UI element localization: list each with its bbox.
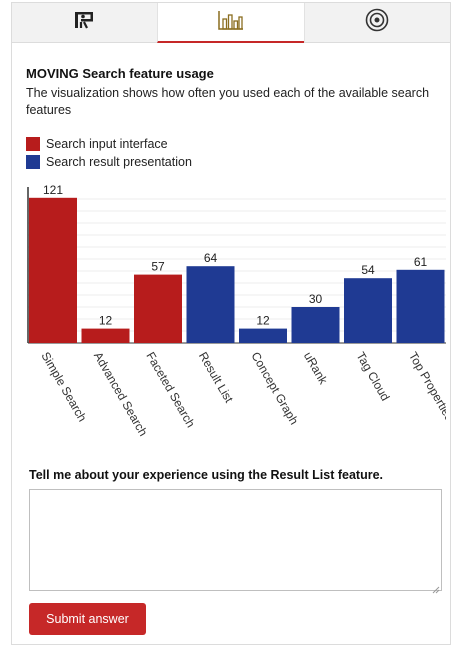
chart-category-label: uRank xyxy=(301,350,331,388)
chart-value-label: 121 xyxy=(43,183,63,197)
chart-legend: Search input interface Search result pre… xyxy=(26,135,192,171)
feedback-panel: MOVING Search feature usage The visualiz… xyxy=(11,2,451,645)
tab-statistics[interactable] xyxy=(157,3,304,43)
legend-item-result: Search result presentation xyxy=(26,153,192,171)
chart-bar[interactable] xyxy=(186,266,235,343)
chart-category-label: Concept Graph xyxy=(248,350,301,427)
question-label: Tell me about your experience using the … xyxy=(29,468,384,482)
chart-value-label: 64 xyxy=(204,251,218,265)
legend-label-input: Search input interface xyxy=(46,137,168,151)
chart-category-label: Result List xyxy=(196,350,236,406)
presentation-icon xyxy=(74,10,96,35)
legend-item-input: Search input interface xyxy=(26,135,192,153)
chart-category-label: Simple Search xyxy=(38,350,89,425)
legend-swatch-result xyxy=(26,155,40,169)
chart-bar[interactable] xyxy=(396,269,445,343)
chart-value-label: 30 xyxy=(309,292,323,306)
legend-label-result: Search result presentation xyxy=(46,155,192,169)
chart-category-label: Advanced Search xyxy=(91,350,150,439)
tab-goals[interactable] xyxy=(303,3,450,43)
resize-grip-icon[interactable] xyxy=(432,581,440,594)
visualization-title: MOVING Search feature usage xyxy=(26,66,214,81)
visualization-description: The visualization shows how often you us… xyxy=(26,86,430,117)
chart-value-label: 57 xyxy=(151,260,165,274)
submit-answer-button[interactable]: Submit answer xyxy=(29,603,146,635)
chart-category-label: Top Properties xyxy=(406,350,446,424)
chart-bar[interactable] xyxy=(239,328,287,343)
chart-value-label: 12 xyxy=(256,314,270,328)
chart-bar[interactable] xyxy=(344,278,392,343)
chart-bar[interactable] xyxy=(134,274,182,343)
chart-bar[interactable] xyxy=(29,197,77,343)
tab-bar xyxy=(12,3,450,43)
chart-bar[interactable] xyxy=(81,328,130,343)
usage-bar-chart: 121 Simple Search 12 Advanced Search 57 Facet… xyxy=(27,183,446,439)
answer-textarea[interactable] xyxy=(29,489,442,591)
chart-value-label: 54 xyxy=(361,263,375,277)
bar-chart-icon xyxy=(217,9,245,36)
chart-category-label: Faceted Search xyxy=(143,350,197,430)
chart-category-label: Tag Cloud xyxy=(353,350,392,404)
chart-bar[interactable] xyxy=(291,307,340,343)
legend-swatch-input xyxy=(26,137,40,151)
chart-value-label: 61 xyxy=(414,255,428,269)
target-icon xyxy=(365,8,389,37)
chart-value-label: 12 xyxy=(99,314,113,328)
tab-presentation[interactable] xyxy=(12,3,158,43)
